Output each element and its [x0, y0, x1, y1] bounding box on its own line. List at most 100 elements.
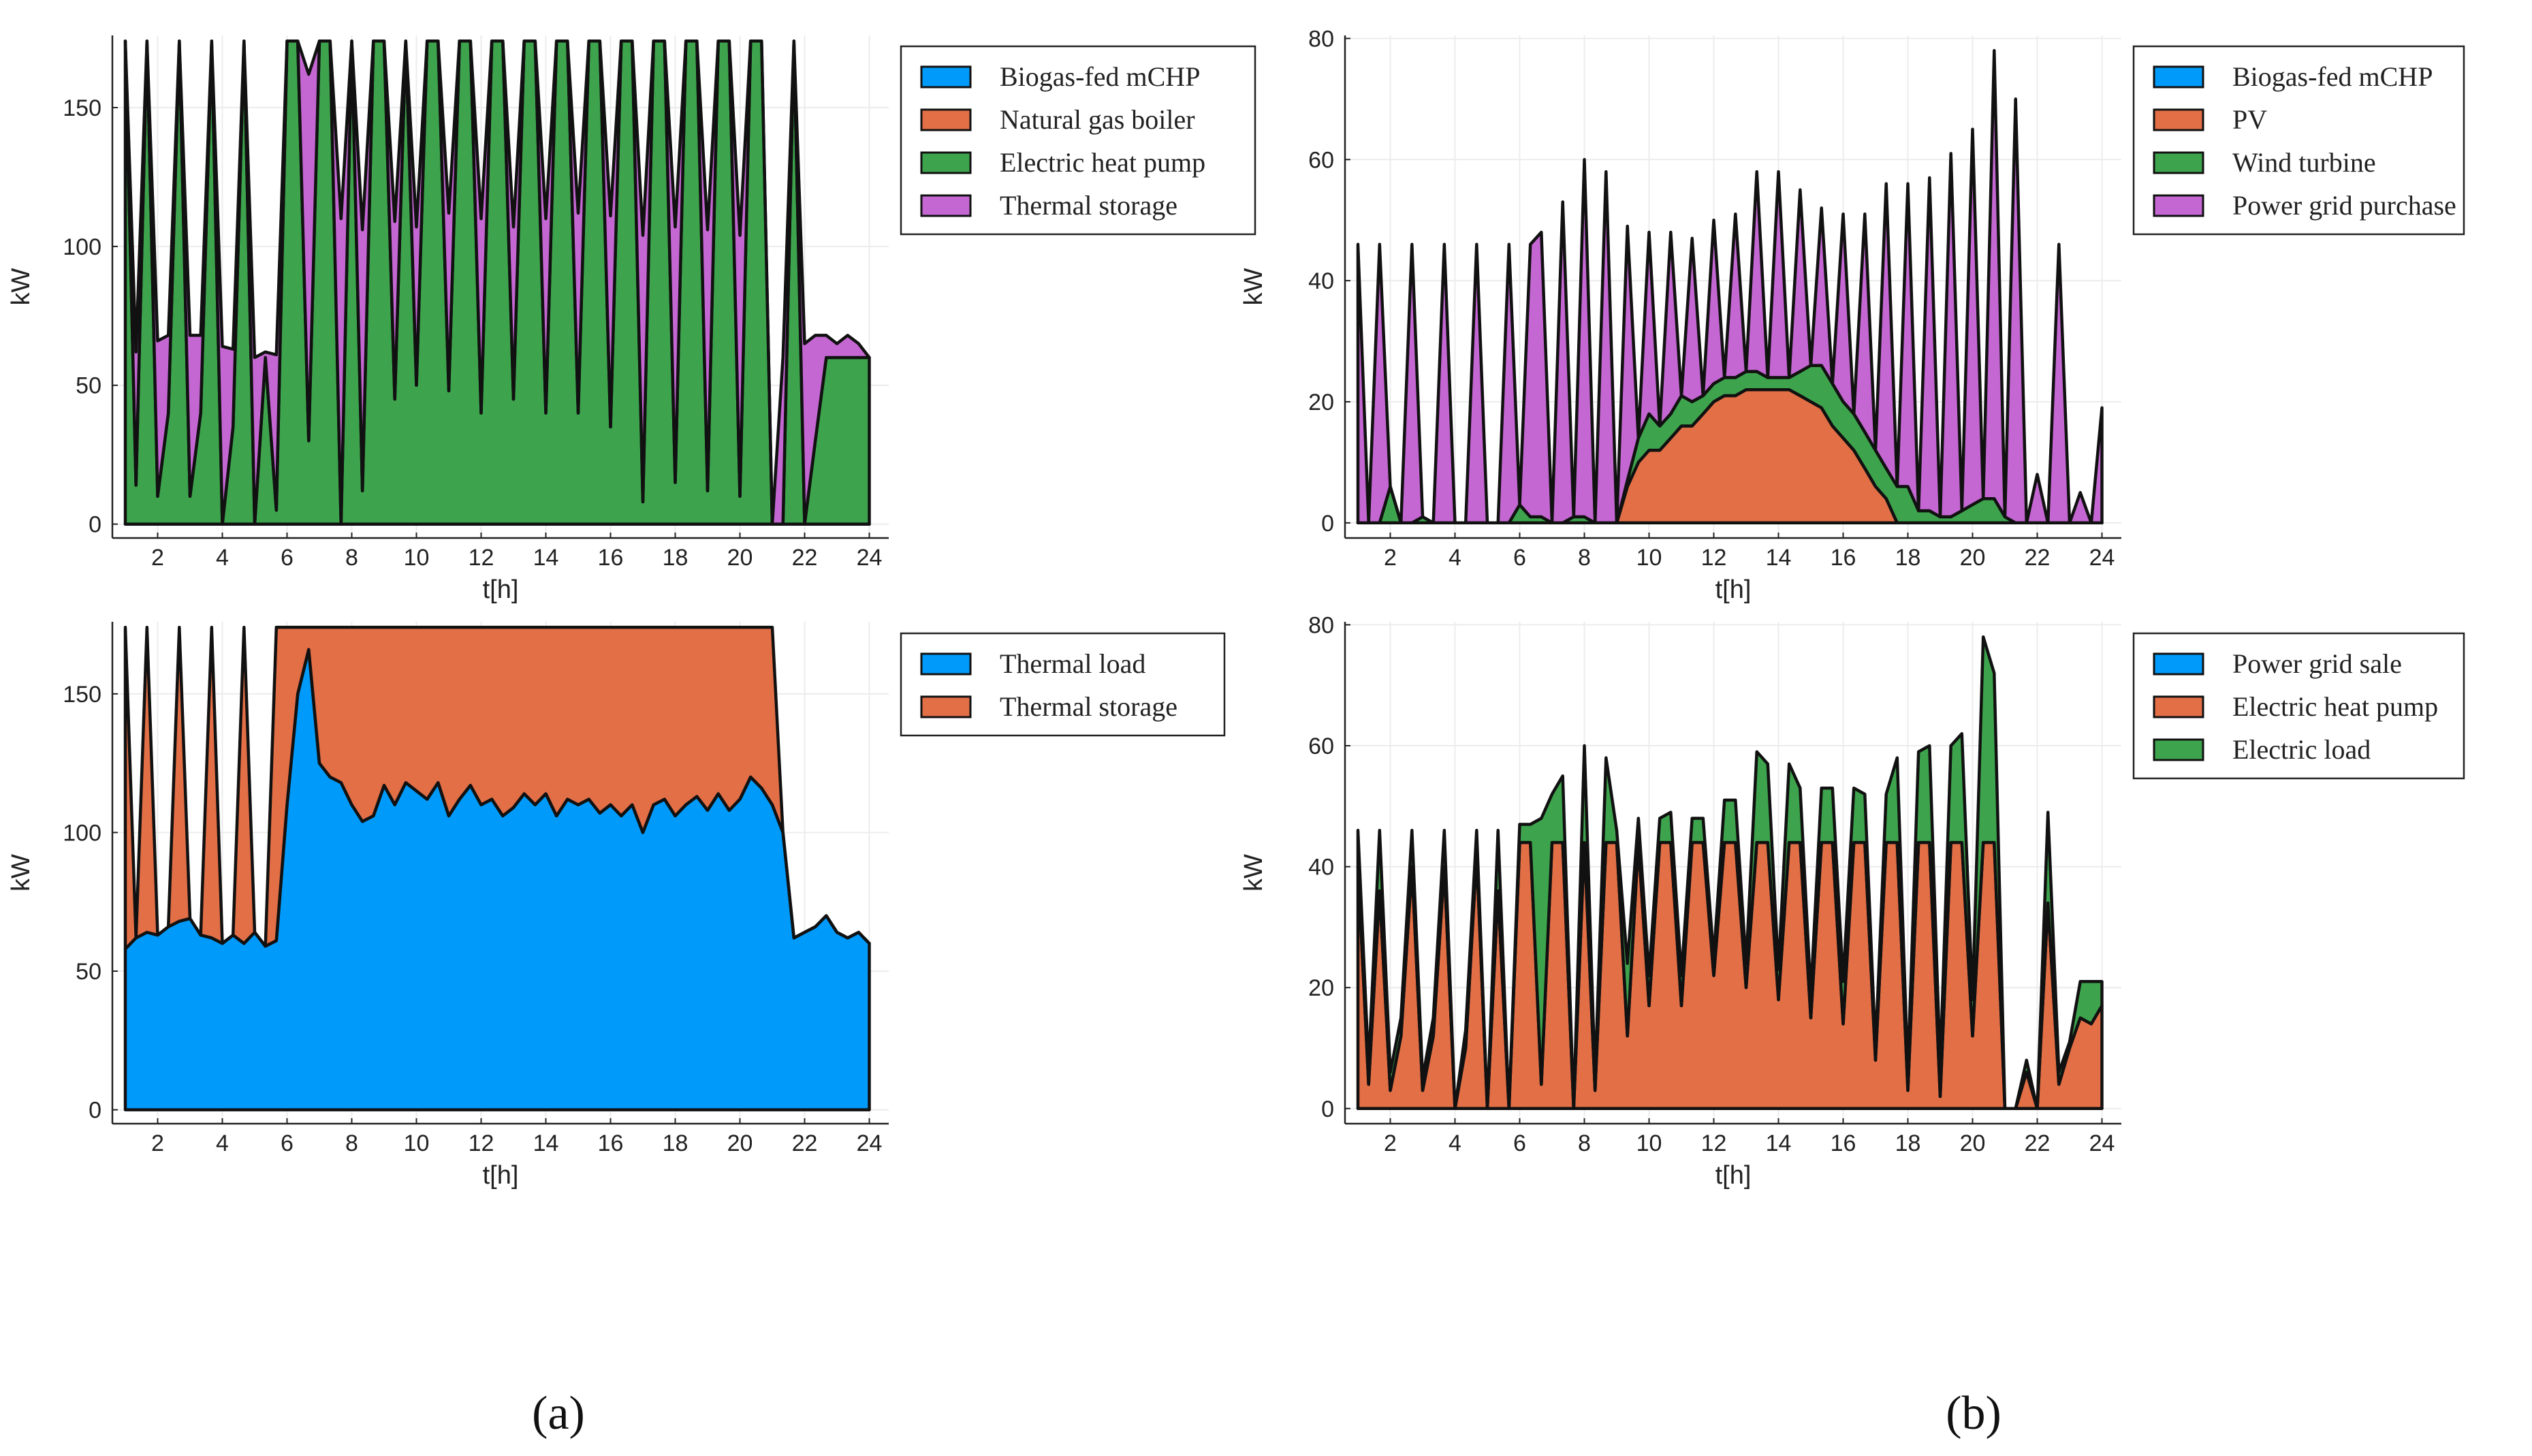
y-tick-label: 50 — [76, 373, 101, 399]
x-tick-label: 22 — [792, 1130, 818, 1156]
x-tick-label: 12 — [1701, 1130, 1727, 1156]
y-tick-label: 80 — [1308, 612, 1334, 638]
series-area-thermal-storage — [123, 625, 871, 951]
x-tick-label: 4 — [1449, 545, 1461, 571]
legend-swatch-thermal-storage — [920, 695, 972, 718]
legend-swatch-power-grid-sale — [2153, 652, 2204, 676]
x-tick-label: 18 — [1895, 545, 1921, 571]
x-tick-label: 24 — [2089, 545, 2115, 571]
x-tick-label: 8 — [1578, 545, 1591, 571]
legend-box — [900, 632, 1226, 737]
legend-label-thermal-storage: Thermal storage — [1000, 190, 1177, 221]
x-tick-label: 2 — [1384, 1130, 1397, 1156]
legend-swatch-natural-gas-boiler — [920, 108, 972, 131]
y-tick-label: 150 — [63, 95, 101, 121]
x-tick-label: 4 — [216, 1130, 229, 1156]
legend-label-biogas-fed-mchp: Biogas-fed mCHP — [2232, 61, 2433, 92]
x-tick-label: 22 — [2025, 1130, 2051, 1156]
y-tick-label: 0 — [1321, 511, 1334, 537]
caption-a: (a) — [532, 1387, 585, 1440]
x-tick-label: 16 — [598, 545, 624, 571]
caption-b: (b) — [1946, 1387, 2001, 1440]
legend-label-electric-load: Electric load — [2232, 734, 2371, 765]
legend-label-thermal-load: Thermal load — [1000, 648, 1145, 679]
legend: Biogas-fed mCHP Natural gas boiler Electri… — [900, 45, 1256, 236]
y-tick-label: 50 — [76, 959, 101, 985]
series-area-power-grid-purchase — [1356, 48, 2104, 525]
chart-b2-electric-balance: 2 4 6 8 10 12 14 16 18 20 22 24020406080t[h]kWPower… — [1239, 612, 2465, 1190]
x-tick-label: 2 — [151, 545, 164, 571]
legend-swatch-electric-heat-pump — [920, 151, 972, 174]
x-tick-label: 6 — [281, 545, 294, 571]
x-tick-label: 12 — [1701, 545, 1727, 571]
x-tick-label: 14 — [1766, 1130, 1792, 1156]
y-tick-label: 0 — [89, 1098, 101, 1124]
y-tick-label: 100 — [63, 234, 101, 260]
x-tick-label: 18 — [663, 1130, 689, 1156]
y-tick-label: 40 — [1308, 855, 1334, 881]
x-tick-label: 6 — [1513, 1130, 1526, 1156]
legend-swatch-electric-heat-pump — [2153, 695, 2204, 718]
x-tick-label: 18 — [663, 545, 689, 571]
x-tick-label: 22 — [792, 545, 818, 571]
legend-label-wind-turbine: Wind turbine — [2232, 147, 2376, 178]
x-tick-label: 2 — [151, 1130, 164, 1156]
y-tick-label: 0 — [1321, 1096, 1334, 1122]
x-tick-label: 20 — [727, 1130, 753, 1156]
x-tick-label: 14 — [533, 545, 559, 571]
y-tick-label: 20 — [1308, 975, 1334, 1001]
x-tick-label: 20 — [1960, 1130, 1986, 1156]
y-tick-label: 60 — [1308, 733, 1334, 759]
x-tick-label: 10 — [404, 545, 430, 571]
legend-label-power-grid-purchase: Power grid purchase — [2232, 190, 2456, 221]
x-tick-label: 4 — [216, 545, 229, 571]
legend-swatch-biogas-fed-mchp — [920, 65, 972, 89]
x-axis-label: t[h] — [483, 1161, 519, 1190]
chart-a2-thermal-balance: 2 4 6 8 10 12 14 16 18 20 22 24050100150t[h]kWTherm… — [7, 622, 1226, 1190]
y-tick-label: 0 — [89, 512, 101, 538]
chart-b1-electric-generation: 2 4 6 8 10 12 14 16 18 20 22 24020406080t[h]kWBioga… — [1239, 26, 2465, 604]
x-tick-label: 16 — [598, 1130, 624, 1156]
legend-label-electric-heat-pump: Electric heat pump — [2232, 691, 2438, 722]
x-tick-label: 10 — [404, 1130, 430, 1156]
x-tick-label: 6 — [281, 1130, 294, 1156]
y-tick-label: 40 — [1308, 268, 1334, 294]
x-tick-label: 6 — [1513, 545, 1526, 571]
x-tick-label: 14 — [533, 1130, 559, 1156]
legend: Thermal load Thermal storage — [900, 632, 1226, 737]
legend-label-power-grid-sale: Power grid sale — [2232, 648, 2402, 679]
x-tick-label: 22 — [2025, 545, 2051, 571]
y-axis-label: kW — [7, 854, 35, 891]
x-tick-label: 10 — [1636, 545, 1662, 571]
x-tick-label: 2 — [1384, 545, 1397, 571]
legend: Power grid sale Electric heat pump Electri… — [2132, 632, 2465, 780]
legend: Biogas-fed mCHP PV Wind turbine Power grid … — [2132, 45, 2465, 236]
legend-label-natural-gas-boiler: Natural gas boiler — [1000, 104, 1195, 135]
x-tick-label: 20 — [1960, 545, 1986, 571]
legend-label-electric-heat-pump: Electric heat pump — [1000, 147, 1205, 178]
series-area-thermal-storage — [123, 39, 871, 526]
y-tick-label: 80 — [1308, 26, 1334, 52]
x-tick-label: 4 — [1449, 1130, 1461, 1156]
legend-swatch-biogas-fed-mchp — [2153, 65, 2204, 89]
x-tick-label: 16 — [1831, 545, 1856, 571]
x-tick-label: 16 — [1831, 1130, 1856, 1156]
legend-swatch-power-grid-purchase — [2153, 194, 2204, 217]
legend-label-pv: PV — [2232, 104, 2267, 135]
legend-swatch-pv — [2153, 108, 2204, 131]
x-axis-label: t[h] — [1715, 1161, 1752, 1190]
legend-swatch-electric-load — [2153, 738, 2204, 761]
y-tick-label: 150 — [63, 682, 101, 708]
series-area-electric-load — [1356, 635, 2104, 1111]
x-tick-label: 12 — [469, 1130, 494, 1156]
y-axis-label: kW — [1239, 268, 1268, 305]
legend-swatch-wind-turbine — [2153, 151, 2204, 174]
x-tick-label: 8 — [345, 1130, 358, 1156]
legend-label-biogas-fed-mchp: Biogas-fed mCHP — [1000, 61, 1200, 92]
x-tick-label: 8 — [345, 545, 358, 571]
x-tick-label: 24 — [857, 545, 883, 571]
x-tick-label: 24 — [2089, 1130, 2115, 1156]
x-tick-label: 12 — [469, 545, 494, 571]
y-tick-label: 100 — [63, 820, 101, 846]
